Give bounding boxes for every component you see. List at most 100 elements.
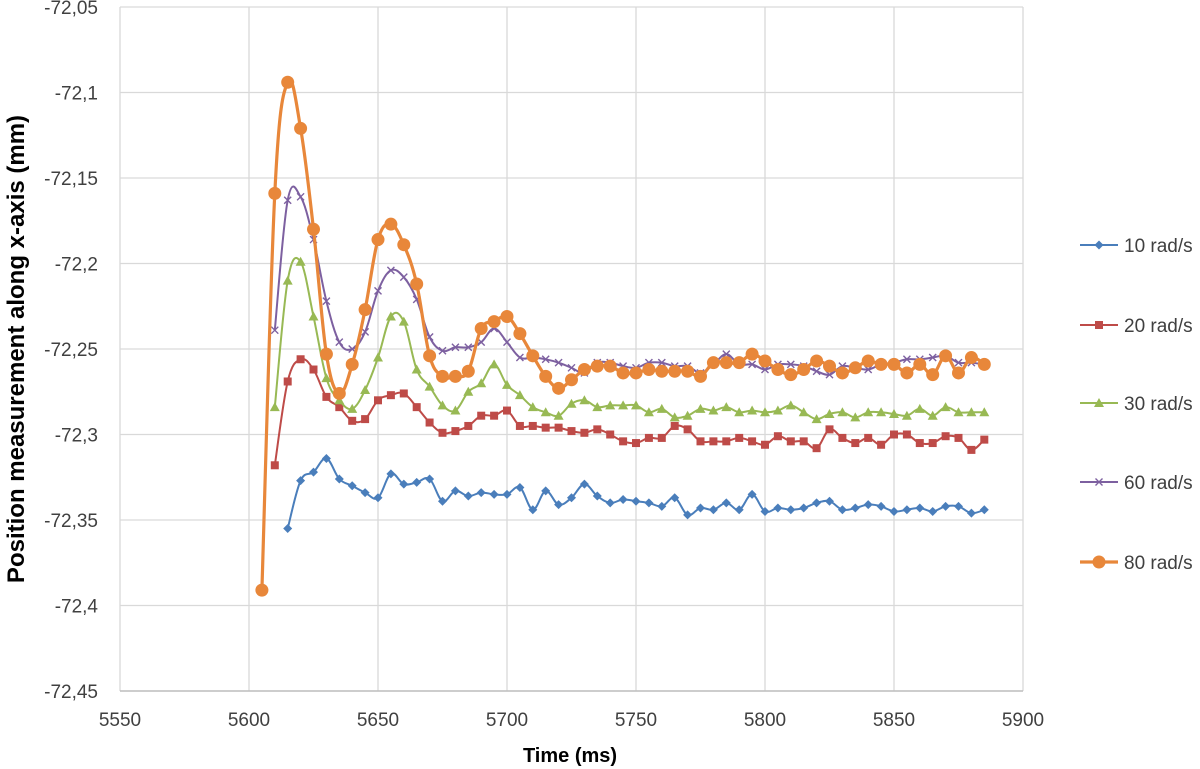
data-point — [296, 355, 305, 364]
data-point — [554, 423, 563, 432]
data-point — [399, 273, 408, 282]
data-point — [902, 430, 911, 439]
y-tick-label: -72,15 — [44, 169, 98, 190]
data-point — [980, 435, 989, 444]
data-point — [708, 505, 718, 515]
data-point — [785, 400, 796, 410]
data-point — [964, 351, 978, 365]
data-point — [773, 432, 782, 441]
data-series — [255, 75, 991, 597]
data-point — [295, 256, 306, 266]
data-point — [966, 508, 976, 518]
data-point — [345, 357, 359, 371]
data-point — [567, 427, 576, 436]
data-point — [515, 483, 525, 493]
data-point — [771, 363, 785, 377]
data-point — [696, 503, 705, 513]
data-point — [592, 402, 603, 412]
data-point — [874, 357, 888, 371]
data-point — [708, 405, 719, 415]
data-point — [360, 488, 370, 498]
data-point — [283, 377, 292, 386]
data-point — [565, 373, 578, 387]
data-point — [760, 407, 770, 417]
data-point — [877, 440, 886, 449]
data-point — [657, 433, 666, 442]
data-point — [373, 352, 383, 362]
data-point — [719, 356, 733, 370]
data-point — [632, 439, 640, 448]
data-point — [773, 503, 783, 513]
data-point — [592, 491, 602, 501]
data-point — [722, 350, 731, 359]
data-point — [837, 505, 847, 515]
data-point — [358, 303, 372, 317]
data-point — [371, 233, 385, 247]
data-point — [838, 433, 847, 442]
data-point — [464, 343, 473, 352]
data-point — [450, 405, 461, 415]
data-point — [835, 366, 849, 380]
data-point — [374, 286, 382, 295]
data-point — [681, 364, 695, 378]
y-tick-label: -72,4 — [55, 597, 99, 618]
data-point — [863, 500, 873, 510]
x-axis-title: Time (ms) — [523, 745, 617, 767]
legend-item: 80 rad/s — [1080, 553, 1193, 574]
data-point — [747, 489, 757, 499]
data-point — [322, 392, 331, 401]
data-point — [386, 266, 395, 275]
data-point — [410, 277, 424, 291]
data-point — [425, 418, 434, 427]
data-point — [812, 498, 822, 508]
data-point — [786, 437, 795, 446]
data-point — [502, 379, 512, 389]
data-point — [928, 353, 937, 362]
data-point — [954, 358, 963, 367]
legend-label: 80 rad/s — [1124, 553, 1193, 574]
y-tick-label: -72,2 — [55, 255, 98, 276]
x-tick-label: 5700 — [486, 710, 528, 731]
data-point — [761, 440, 769, 449]
data-point — [695, 403, 706, 413]
data-point — [644, 498, 654, 508]
x-tick-label: 5600 — [228, 710, 270, 731]
data-point — [941, 501, 951, 511]
data-point — [605, 400, 616, 410]
data-point — [489, 359, 500, 369]
data-point — [915, 439, 924, 448]
data-point — [373, 493, 383, 503]
data-point — [876, 407, 887, 417]
data-point — [901, 410, 912, 420]
data-point — [977, 357, 991, 371]
data-point — [941, 432, 950, 441]
data-point — [438, 496, 447, 506]
data-point — [385, 311, 396, 321]
data-point — [735, 433, 744, 442]
data-point — [335, 403, 344, 412]
data-point — [347, 403, 358, 413]
data-point — [864, 365, 873, 374]
data-point — [889, 408, 899, 418]
data-point — [1094, 240, 1104, 250]
data-point — [758, 354, 772, 368]
data-point — [696, 437, 705, 446]
data-point — [812, 444, 821, 453]
data-point — [528, 421, 537, 430]
data-point — [618, 494, 628, 504]
data-point — [282, 275, 293, 285]
data-point — [579, 395, 590, 405]
data-point — [386, 469, 396, 479]
data-point — [321, 453, 331, 463]
data-point — [490, 411, 499, 420]
data-point — [451, 427, 460, 436]
data-point — [825, 370, 834, 379]
data-point — [786, 360, 795, 369]
data-point — [451, 343, 460, 352]
data-point — [863, 407, 874, 417]
data-point — [668, 364, 682, 378]
data-point — [255, 583, 269, 597]
data-point — [748, 360, 757, 369]
data-point — [319, 347, 333, 361]
